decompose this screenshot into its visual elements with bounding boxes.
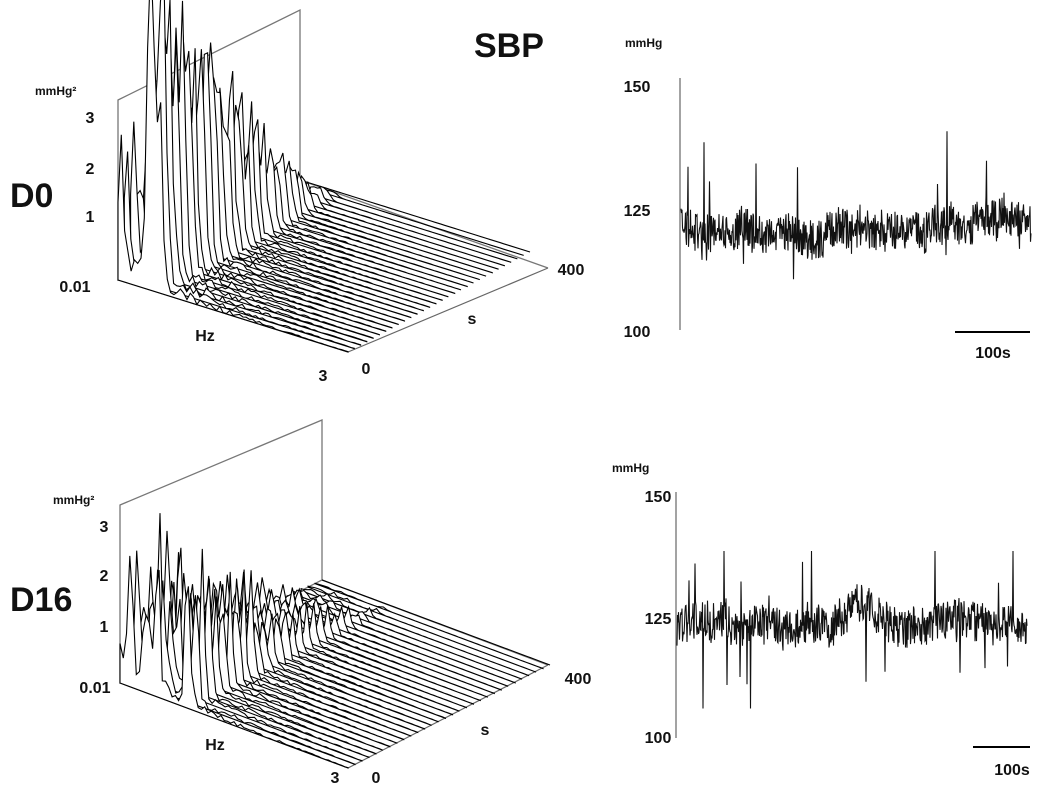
spectrum-slice	[211, 101, 443, 302]
d16-waterfall-traces	[119, 513, 551, 769]
spectrum-slice	[161, 49, 393, 329]
d0-time-scale-label: 100s	[975, 345, 1011, 362]
d0-power-tick-1: 1	[86, 209, 95, 226]
spectrum-slice	[242, 152, 474, 284]
d16-sbp-trace-line	[676, 550, 1028, 709]
spectrum-slice	[186, 87, 418, 315]
d0-freq-end: 3	[319, 368, 328, 385]
spectrum-slice	[321, 579, 551, 666]
spectrum-slice	[155, 48, 387, 333]
spectrum-slice	[300, 587, 530, 677]
d0-sbp-unit: mmHg	[625, 36, 662, 50]
d0-power-unit: mmHg²	[35, 84, 76, 98]
spectrum-slice	[142, 0, 374, 339]
d0-panel-label: D0	[10, 177, 53, 215]
spectrum-slice	[293, 181, 524, 256]
spectrum-slice	[223, 587, 454, 716]
d0-time-label: s	[468, 311, 477, 328]
d16-power-tick-3: 3	[100, 519, 109, 536]
spectrum-slice	[236, 165, 468, 288]
d16-panel-label: D16	[10, 581, 72, 619]
spectrum-slice	[130, 0, 362, 346]
d16-sbp-tick-100: 100	[645, 730, 672, 747]
d0-power-tick-001: 0.01	[59, 279, 90, 296]
spectrum-slice	[119, 555, 349, 769]
spectrum-slice	[167, 51, 399, 326]
spectrum-slice	[314, 582, 544, 670]
spectrum-slice	[286, 182, 518, 260]
spectrum-slice	[230, 148, 462, 291]
d0-time-start: 0	[362, 361, 371, 378]
spectrum-slice	[140, 530, 370, 759]
spectrum-slice	[217, 119, 449, 298]
d16-power-unit: mmHg²	[53, 493, 94, 507]
d16-power-tick-1: 1	[100, 619, 109, 636]
spectrum-slice	[117, 0, 349, 353]
spectrum-slice	[307, 585, 537, 673]
d0-power-tick-2: 2	[86, 161, 95, 178]
d16-time-scale-label: 100s	[994, 762, 1030, 779]
d16-power-tick-2: 2	[100, 568, 109, 585]
spectrum-slice	[268, 174, 499, 270]
d16-freq-label: Hz	[205, 737, 225, 754]
d16-sbp-unit: mmHg	[612, 461, 649, 475]
d0-sbp-tick-100: 100	[624, 324, 651, 341]
figure-title: SBP	[474, 27, 544, 65]
spectrum-slice	[199, 104, 431, 308]
spectrum-slice	[175, 569, 405, 741]
spectrum-slice	[286, 589, 516, 684]
spectrum-slice	[261, 170, 493, 274]
spectrum-slice	[274, 180, 506, 267]
d16-sbp-tick-150: 150	[645, 489, 672, 506]
d0-sbp-trace-panel: mmHg 150 125 100 100s	[624, 36, 1032, 362]
spectrum-slice	[192, 70, 424, 312]
spectrum-slice	[237, 600, 467, 709]
spectrum-slice	[244, 589, 474, 705]
spectrum-slice	[299, 179, 531, 253]
spectrum-slice	[148, 22, 380, 336]
spectrum-slice	[136, 28, 368, 343]
d0-spectrum-panel: mmHg² 3 2 1 0.01 Hz 3 0 s 400	[35, 0, 584, 385]
spectrum-slice	[255, 163, 487, 277]
spectrum-slice	[123, 0, 355, 350]
d16-time-end: 400	[565, 671, 592, 688]
d0-waterfall-traces	[117, 0, 531, 353]
spectrum-slice	[126, 550, 356, 766]
d0-time-end: 400	[558, 262, 585, 279]
spectrum-slice	[173, 42, 406, 322]
d16-freq-end: 3	[331, 770, 340, 786]
d16-spectrum-panel: mmHg² 3 2 1 0.01 Hz 3 0 s 400	[53, 419, 592, 786]
d16-time-start: 0	[372, 770, 381, 786]
spectrum-slice	[230, 582, 460, 712]
spectrum-slice	[205, 92, 437, 305]
d16-power-tick-001: 0.01	[79, 680, 110, 697]
d0-power-tick-3: 3	[86, 110, 95, 127]
spectrum-slice	[133, 513, 363, 762]
spectrum-slice	[180, 77, 412, 319]
d0-sbp-tick-150: 150	[624, 79, 651, 96]
spectrum-slice	[249, 160, 480, 281]
d16-sbp-tick-125: 125	[645, 611, 672, 628]
d0-freq-label: Hz	[195, 328, 215, 345]
spectrum-slice	[293, 589, 523, 680]
d16-time-label: s	[481, 722, 490, 739]
d0-sbp-trace-line	[680, 131, 1032, 280]
d0-sbp-tick-125: 125	[624, 203, 651, 220]
d0-time-axis	[347, 267, 549, 353]
spectrum-slice	[224, 122, 456, 295]
spectrum-slice	[280, 182, 512, 263]
d16-sbp-trace-panel: mmHg 150 125 100 100s	[612, 461, 1030, 779]
